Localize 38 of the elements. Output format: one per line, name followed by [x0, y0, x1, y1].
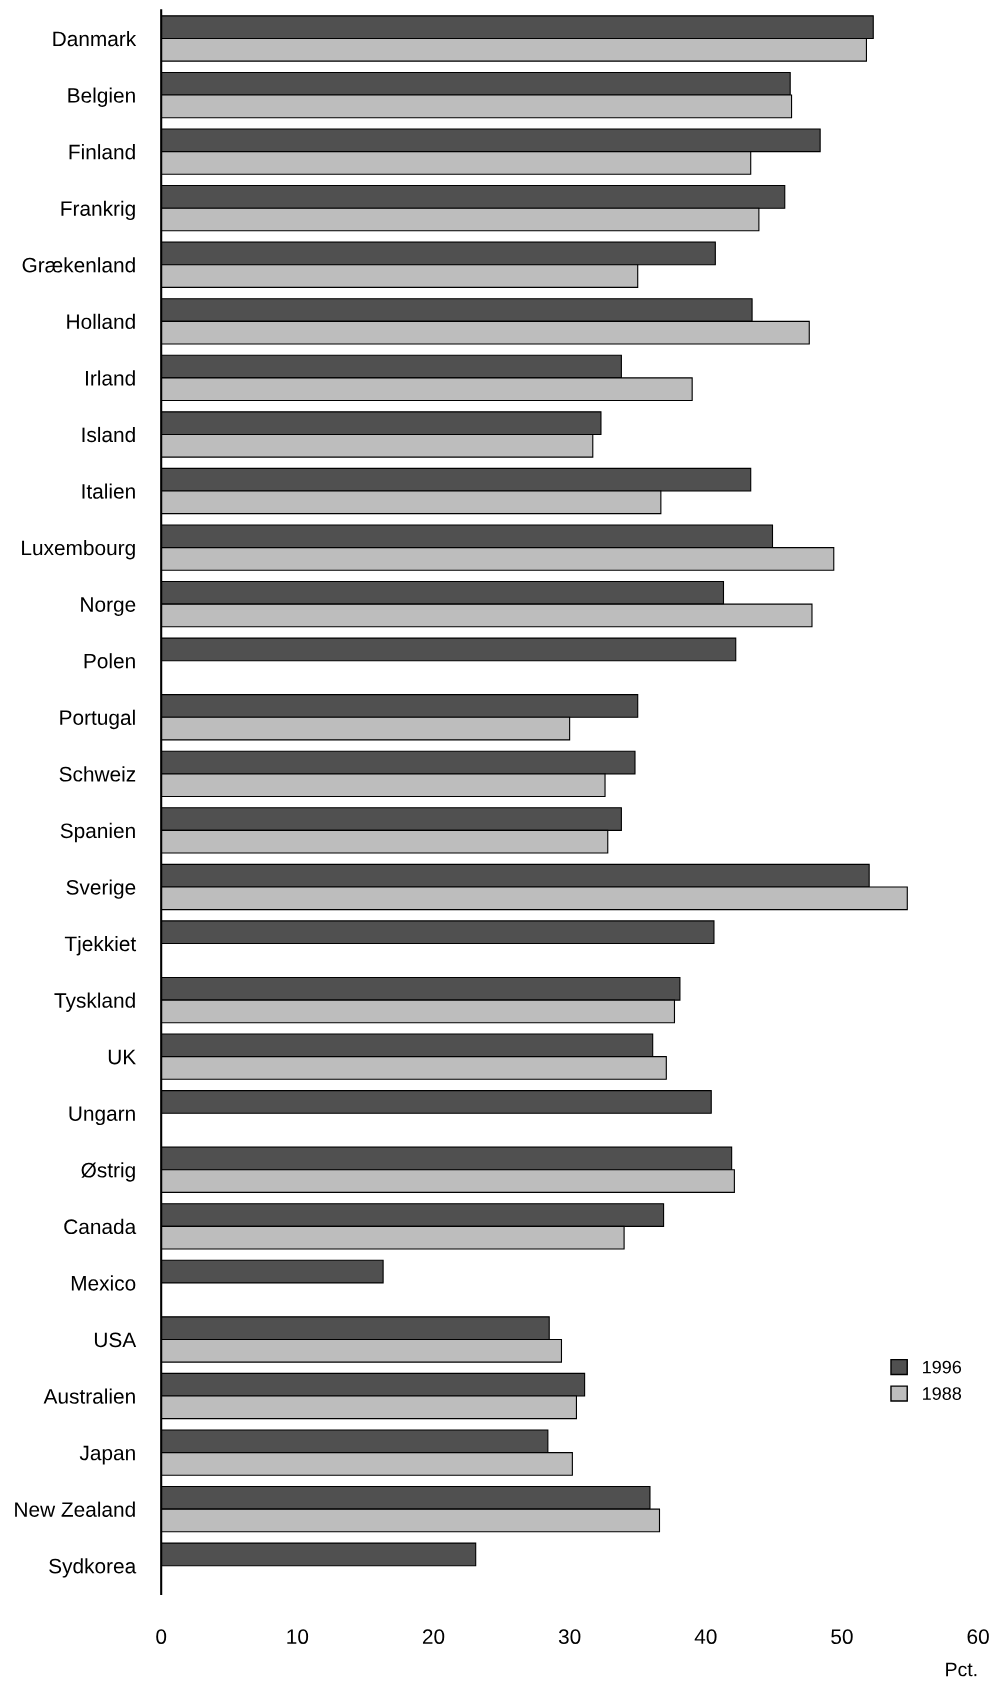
y-tick-label: Portugal — [60, 709, 135, 730]
legend-label: 1988 — [923, 1387, 962, 1400]
y-tick-label: Mexico — [71, 1275, 136, 1291]
y-tick-label: Sydkorea — [49, 1558, 137, 1578]
y-tick-label: Grækenland — [22, 257, 135, 273]
x-tick-label: 40 — [694, 1629, 717, 1645]
x-tick-label: 50 — [831, 1629, 853, 1645]
y-tick-label: Australien — [43, 1388, 135, 1404]
y-tick-label: Irland — [86, 370, 135, 386]
y-tick-label: Canada — [64, 1218, 137, 1235]
y-tick-label: Tjekkiet — [64, 935, 137, 956]
y-tick-label: USA — [94, 1332, 137, 1348]
y-tick-label: New Zealand — [15, 1501, 135, 1517]
y-tick-label: Frankrig — [61, 200, 135, 221]
y-tick-label: Spanien — [60, 822, 135, 843]
x-tick-label: 0 — [156, 1629, 167, 1645]
legend-label: 1996 — [923, 1360, 962, 1374]
y-tick-label: Holland — [67, 313, 135, 330]
y-tick-label: UK — [108, 1049, 136, 1065]
y-tick-label: Island — [82, 426, 135, 443]
y-tick-label: Ungarn — [69, 1106, 135, 1126]
y-tick-label: Japan — [79, 1445, 135, 1465]
y-tick-label: Tyskland — [54, 992, 135, 1012]
y-tick-label: Belgien — [68, 87, 135, 107]
y-tick-label: Luxembourg — [22, 540, 135, 560]
y-tick-label: Norge — [81, 597, 136, 617]
x-tick-label: 60 — [967, 1629, 989, 1645]
x-tick-label: 30 — [558, 1629, 581, 1645]
y-tick-label: Sverige — [66, 879, 136, 899]
x-tick-label: 10 — [287, 1629, 309, 1645]
x-axis-title: Pct. — [946, 1662, 977, 1677]
y-tick-label: Polen — [84, 653, 135, 669]
y-tick-label: Schweiz — [59, 766, 136, 782]
x-tick-label: 20 — [422, 1629, 445, 1645]
y-tick-label: Østrig — [81, 1162, 135, 1182]
y-tick-label: Italien — [82, 483, 135, 499]
y-tick-label: Finland — [69, 144, 135, 160]
y-tick-label: Danmark — [53, 30, 137, 47]
